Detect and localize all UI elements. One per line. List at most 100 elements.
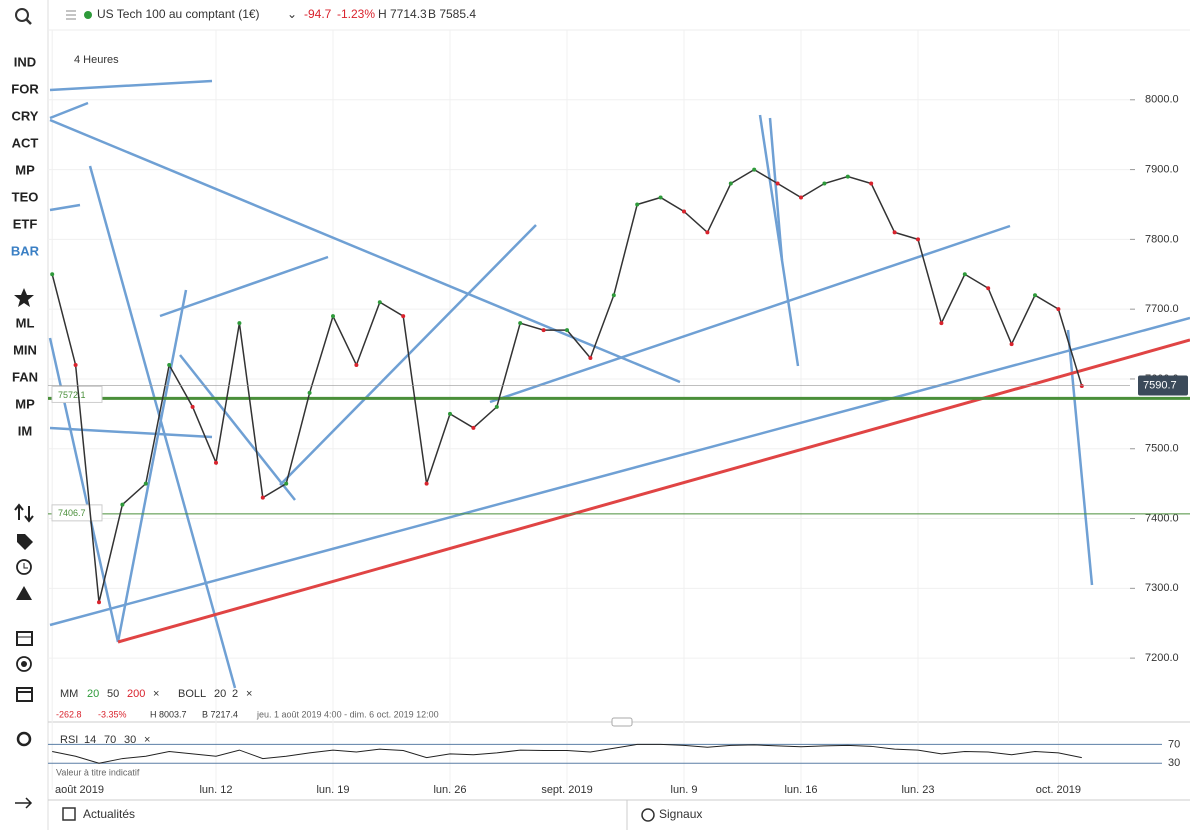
ma-label: MM [60, 688, 78, 700]
y-tick-label: 7800.0 [1145, 233, 1179, 245]
boll-param: 2 [232, 688, 238, 700]
change-pct: -1.23% [337, 7, 375, 21]
price-point [50, 272, 55, 277]
sidebar-item[interactable]: TEO [12, 189, 39, 204]
price-point [190, 404, 195, 409]
price-point [1079, 383, 1084, 388]
price-point [682, 209, 686, 214]
dropdown-caret[interactable]: ⌄ [287, 7, 297, 21]
price-point [401, 314, 406, 319]
search-icon[interactable] [15, 8, 32, 25]
status-dot [84, 11, 92, 19]
sidebar-item[interactable]: ACT [12, 135, 39, 150]
sidebar-item[interactable]: ML [16, 315, 35, 330]
news-label[interactable]: Actualités [83, 807, 135, 821]
menu-icon[interactable] [66, 10, 76, 20]
price-point [822, 181, 827, 186]
price-point [260, 495, 265, 500]
sidebar-item[interactable]: IND [14, 54, 36, 69]
sidebar-tools[interactable] [14, 503, 34, 809]
panel-resize-handle[interactable] [611, 717, 633, 727]
price-point [611, 293, 616, 298]
x-tick-label: août 2019 [55, 784, 104, 796]
boll-param: 20 [214, 688, 226, 700]
rsi-line [52, 743, 1082, 764]
ma-param: 200 [127, 688, 145, 700]
price-point [120, 502, 125, 507]
price-plot: 7572.1 7406.7 7590.7 [48, 167, 1190, 764]
sidebar-item[interactable]: MIN [13, 342, 37, 357]
price-point [284, 481, 289, 486]
period-change-pct: -3.35% [98, 709, 127, 719]
remove-indicator[interactable]: × [144, 734, 150, 746]
period-high: H 8003.7 [150, 709, 187, 719]
rsi-param: 14 [84, 734, 96, 746]
price-point [588, 356, 593, 361]
y-tick-label: 8000.0 [1145, 94, 1179, 106]
price-point [307, 390, 312, 395]
price-point [869, 181, 874, 186]
price-point [916, 237, 920, 242]
level-label: 7406.7 [58, 508, 86, 518]
price-point [705, 230, 710, 235]
news-tab[interactable]: Actualités [62, 807, 135, 821]
price-point [845, 174, 850, 179]
price-point [986, 286, 991, 291]
sidebar-item[interactable]: MP [15, 162, 35, 177]
support-line [117, 338, 1190, 644]
x-tick-label: oct. 2019 [1036, 784, 1081, 796]
sidebar-item[interactable]: BAR [11, 243, 40, 258]
price-point [799, 195, 803, 200]
price-point [237, 321, 242, 326]
price-point [962, 272, 967, 277]
low: B 7585.4 [428, 7, 476, 21]
period: jeu. 1 août 2019 4:00 - dim. 6 oct. 2019… [256, 709, 439, 719]
sidebar-item[interactable]: FAN [12, 369, 38, 384]
rsi-tick-label: 70 [1168, 738, 1180, 750]
price-point [354, 363, 359, 367]
rsi-param: 70 [104, 734, 116, 746]
boll-label: BOLL [178, 688, 206, 700]
price-point [471, 425, 476, 430]
price-point [752, 167, 757, 172]
high: H 7714.3 [378, 7, 427, 21]
sidebar-item[interactable]: FOR [11, 81, 39, 96]
y-tick-label: 7400.0 [1145, 512, 1179, 524]
signals-tab[interactable]: Signaux [641, 807, 702, 822]
trend-lines [48, 79, 1190, 689]
price-point [97, 600, 101, 605]
signals-label[interactable]: Signaux [659, 807, 702, 821]
ma-param: 20 [87, 688, 99, 700]
price-point [728, 181, 733, 186]
sidebar-item[interactable]: ETF [13, 216, 38, 231]
y-tick-label: 7500.0 [1145, 443, 1179, 455]
rsi-label: RSI [60, 734, 78, 746]
sidebar-item[interactable]: MP [15, 396, 35, 411]
price-point [775, 181, 780, 186]
last-price-box [1138, 375, 1188, 396]
price-point [565, 328, 569, 333]
sidebar-item[interactable]: CRY [12, 108, 39, 123]
favorites-icon[interactable] [14, 288, 34, 307]
y-tick-label: 7300.0 [1145, 582, 1179, 594]
price-point [1009, 342, 1014, 347]
level-label: 7572.1 [58, 390, 86, 400]
instrument-name[interactable]: US Tech 100 au comptant (1€) [97, 7, 260, 21]
sidebar: IND FOR CRY ACT MP TEO ETF BAR ML MIN FAN MP IM [11, 54, 40, 438]
price-point [939, 321, 944, 326]
price-point [1056, 307, 1061, 312]
price-point [73, 363, 78, 367]
period-change: -262.8 [56, 709, 82, 719]
rsi-param: 30 [124, 734, 136, 746]
price-point [541, 328, 546, 333]
disclaimer: Valeur à titre indicatif [56, 767, 140, 777]
last-price-label: 7590.7 [1143, 379, 1177, 391]
sidebar-item[interactable]: IM [18, 423, 32, 438]
grid: 7200.07300.07400.07500.07600.07700.07800… [48, 30, 1180, 796]
price-point [892, 230, 897, 235]
price-point [448, 411, 452, 416]
remove-indicator[interactable]: × [246, 688, 252, 700]
remove-indicator[interactable]: × [153, 688, 159, 700]
